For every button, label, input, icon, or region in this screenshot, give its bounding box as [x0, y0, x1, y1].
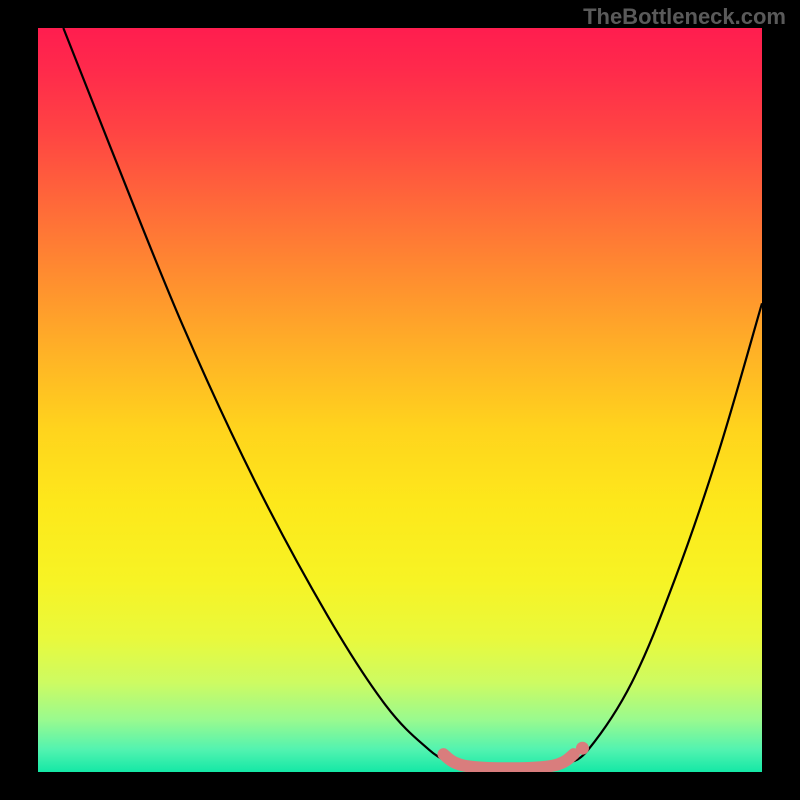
watermark-text: TheBottleneck.com [583, 4, 786, 30]
bottleneck-chart: TheBottleneck.com [0, 0, 800, 800]
plot-border-left [0, 0, 38, 800]
plot-border-bottom [0, 772, 800, 800]
plot-background-gradient [38, 28, 762, 772]
plot-border-right [762, 0, 800, 800]
